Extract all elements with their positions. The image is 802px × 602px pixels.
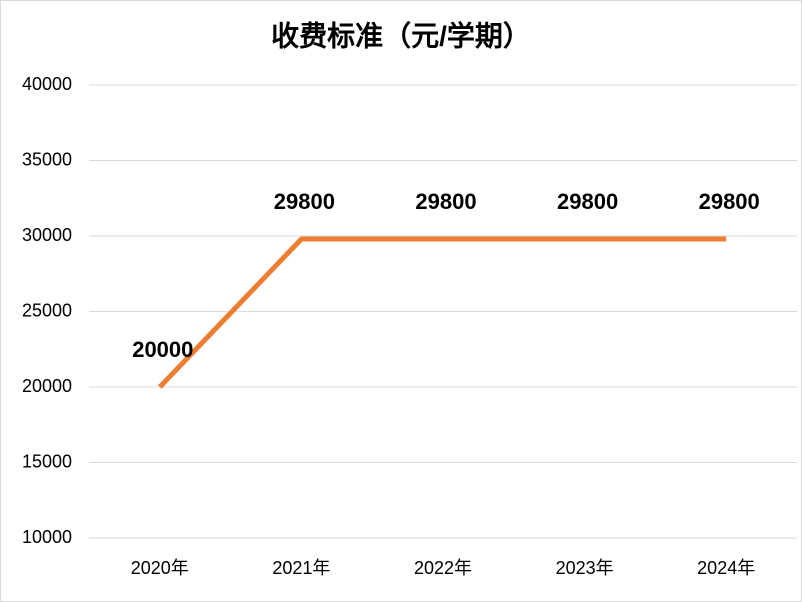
x-tick-label: 2023年 xyxy=(556,558,614,578)
x-tick-label: 2024年 xyxy=(697,558,755,578)
x-tick-label: 2020年 xyxy=(131,558,189,578)
y-tick-label: 20000 xyxy=(22,376,72,396)
data-label: 29800 xyxy=(415,189,476,214)
data-label: 29800 xyxy=(274,189,335,214)
data-label: 20000 xyxy=(132,337,193,362)
y-tick-label: 30000 xyxy=(22,225,72,245)
data-label: 29800 xyxy=(699,189,760,214)
y-tick-label: 15000 xyxy=(22,451,72,471)
y-tick-label: 10000 xyxy=(22,527,72,547)
data-label: 29800 xyxy=(557,189,618,214)
chart-title: 收费标准（元/学期） xyxy=(271,19,531,51)
y-tick-label: 25000 xyxy=(22,300,72,320)
y-tick-label: 35000 xyxy=(22,149,72,169)
y-tick-label: 40000 xyxy=(22,74,72,94)
x-tick-label: 2022年 xyxy=(414,558,472,578)
x-tick-label: 2021年 xyxy=(272,558,330,578)
line xyxy=(157,236,727,389)
